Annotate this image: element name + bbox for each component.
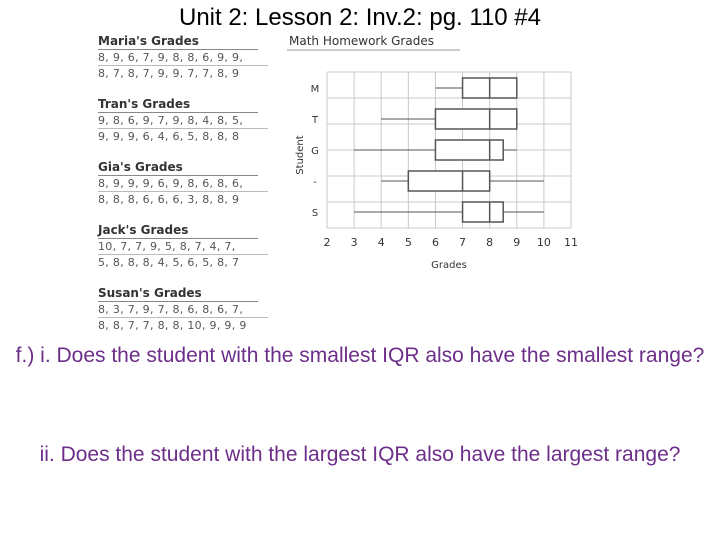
box-iqr [407,170,491,192]
boxplot-chart: Math Homework Grades 2 3 4 5 6 7 8 9 10 11 Grades St… [287,34,578,271]
row-label: M [311,84,320,95]
grade-list-title: Jack's Grades [98,223,258,239]
grade-list-title: Susan's Grades [98,286,258,302]
x-tick-label: 10 [537,236,551,249]
row-label: S [312,208,318,219]
grade-values: 9, 8, 6, 9, 7, 9, 8, 4, 8, 5, [98,114,244,127]
x-tick-label: 5 [405,236,412,249]
grade-values: 8, 7, 8, 7, 9, 9, 7, 7, 8, 9 [98,65,268,81]
row-label: T [311,115,319,126]
grade-values: 8, 9, 9, 9, 6, 9, 8, 6, 8, 6, [98,177,244,190]
grade-list-susan: Susan's Grades 8, 3, 7, 9, 7, 8, 6, 8, 6… [98,286,268,349]
x-tick-label: 8 [486,236,493,249]
box-iqr [461,201,504,223]
grade-values: 9, 9, 9, 6, 4, 6, 5, 8, 8, 8 [98,128,268,144]
grade-values: 8, 8, 8, 6, 6, 6, 3, 8, 8, 9 [98,191,268,207]
slide-title: Unit 2: Lesson 2: Inv.2: pg. 110 #4 [178,4,541,31]
grade-values: 8, 9, 6, 7, 9, 8, 8, 6, 9, 9, [98,51,244,64]
x-tick-label: 3 [351,236,358,249]
x-axis-label: Grades [431,260,467,271]
box-iqr [434,108,518,130]
y-axis-label: Student [295,135,306,174]
x-tick-label: 4 [378,236,385,249]
x-tick-label: 9 [513,236,520,249]
grades-panel: Maria's Grades 8, 9, 6, 7, 9, 8, 8, 6, 9… [98,34,268,349]
row-label: - [313,177,317,188]
grade-list-maria: Maria's Grades 8, 9, 6, 7, 9, 8, 8, 6, 9… [98,34,268,97]
grade-list-title: Gia's Grades [98,160,258,176]
x-tick-label: 2 [324,236,331,249]
question-i: f.) i. Does the student with the smalles… [15,344,705,367]
grade-list-tran: Tran's Grades 9, 8, 6, 9, 7, 9, 8, 4, 8,… [98,97,268,160]
grade-list-jack: Jack's Grades 10, 7, 7, 9, 5, 8, 7, 4, 7… [98,223,268,286]
grade-values: 8, 8, 7, 7, 8, 8, 10, 9, 9, 9 [98,317,268,333]
x-tick-label: 11 [564,236,578,249]
chart-title: Math Homework Grades [289,34,434,48]
x-tick-label: 7 [459,236,466,249]
grade-list-gia: Gia's Grades 8, 9, 9, 9, 6, 9, 8, 6, 8, … [98,160,268,223]
grade-values: 10, 7, 7, 9, 5, 8, 7, 4, 7, [98,240,236,253]
x-tick-label: 6 [432,236,439,249]
grade-list-title: Maria's Grades [98,34,258,50]
box-iqr [434,139,504,161]
grade-values: 5, 8, 8, 8, 4, 5, 6, 5, 8, 7 [98,254,268,270]
question-ii: ii. Does the student with the largest IQ… [39,443,681,466]
grade-values: 8, 3, 7, 9, 7, 8, 6, 8, 6, 7, [98,303,244,316]
grade-list-title: Tran's Grades [98,97,258,113]
row-label: G [311,146,319,157]
